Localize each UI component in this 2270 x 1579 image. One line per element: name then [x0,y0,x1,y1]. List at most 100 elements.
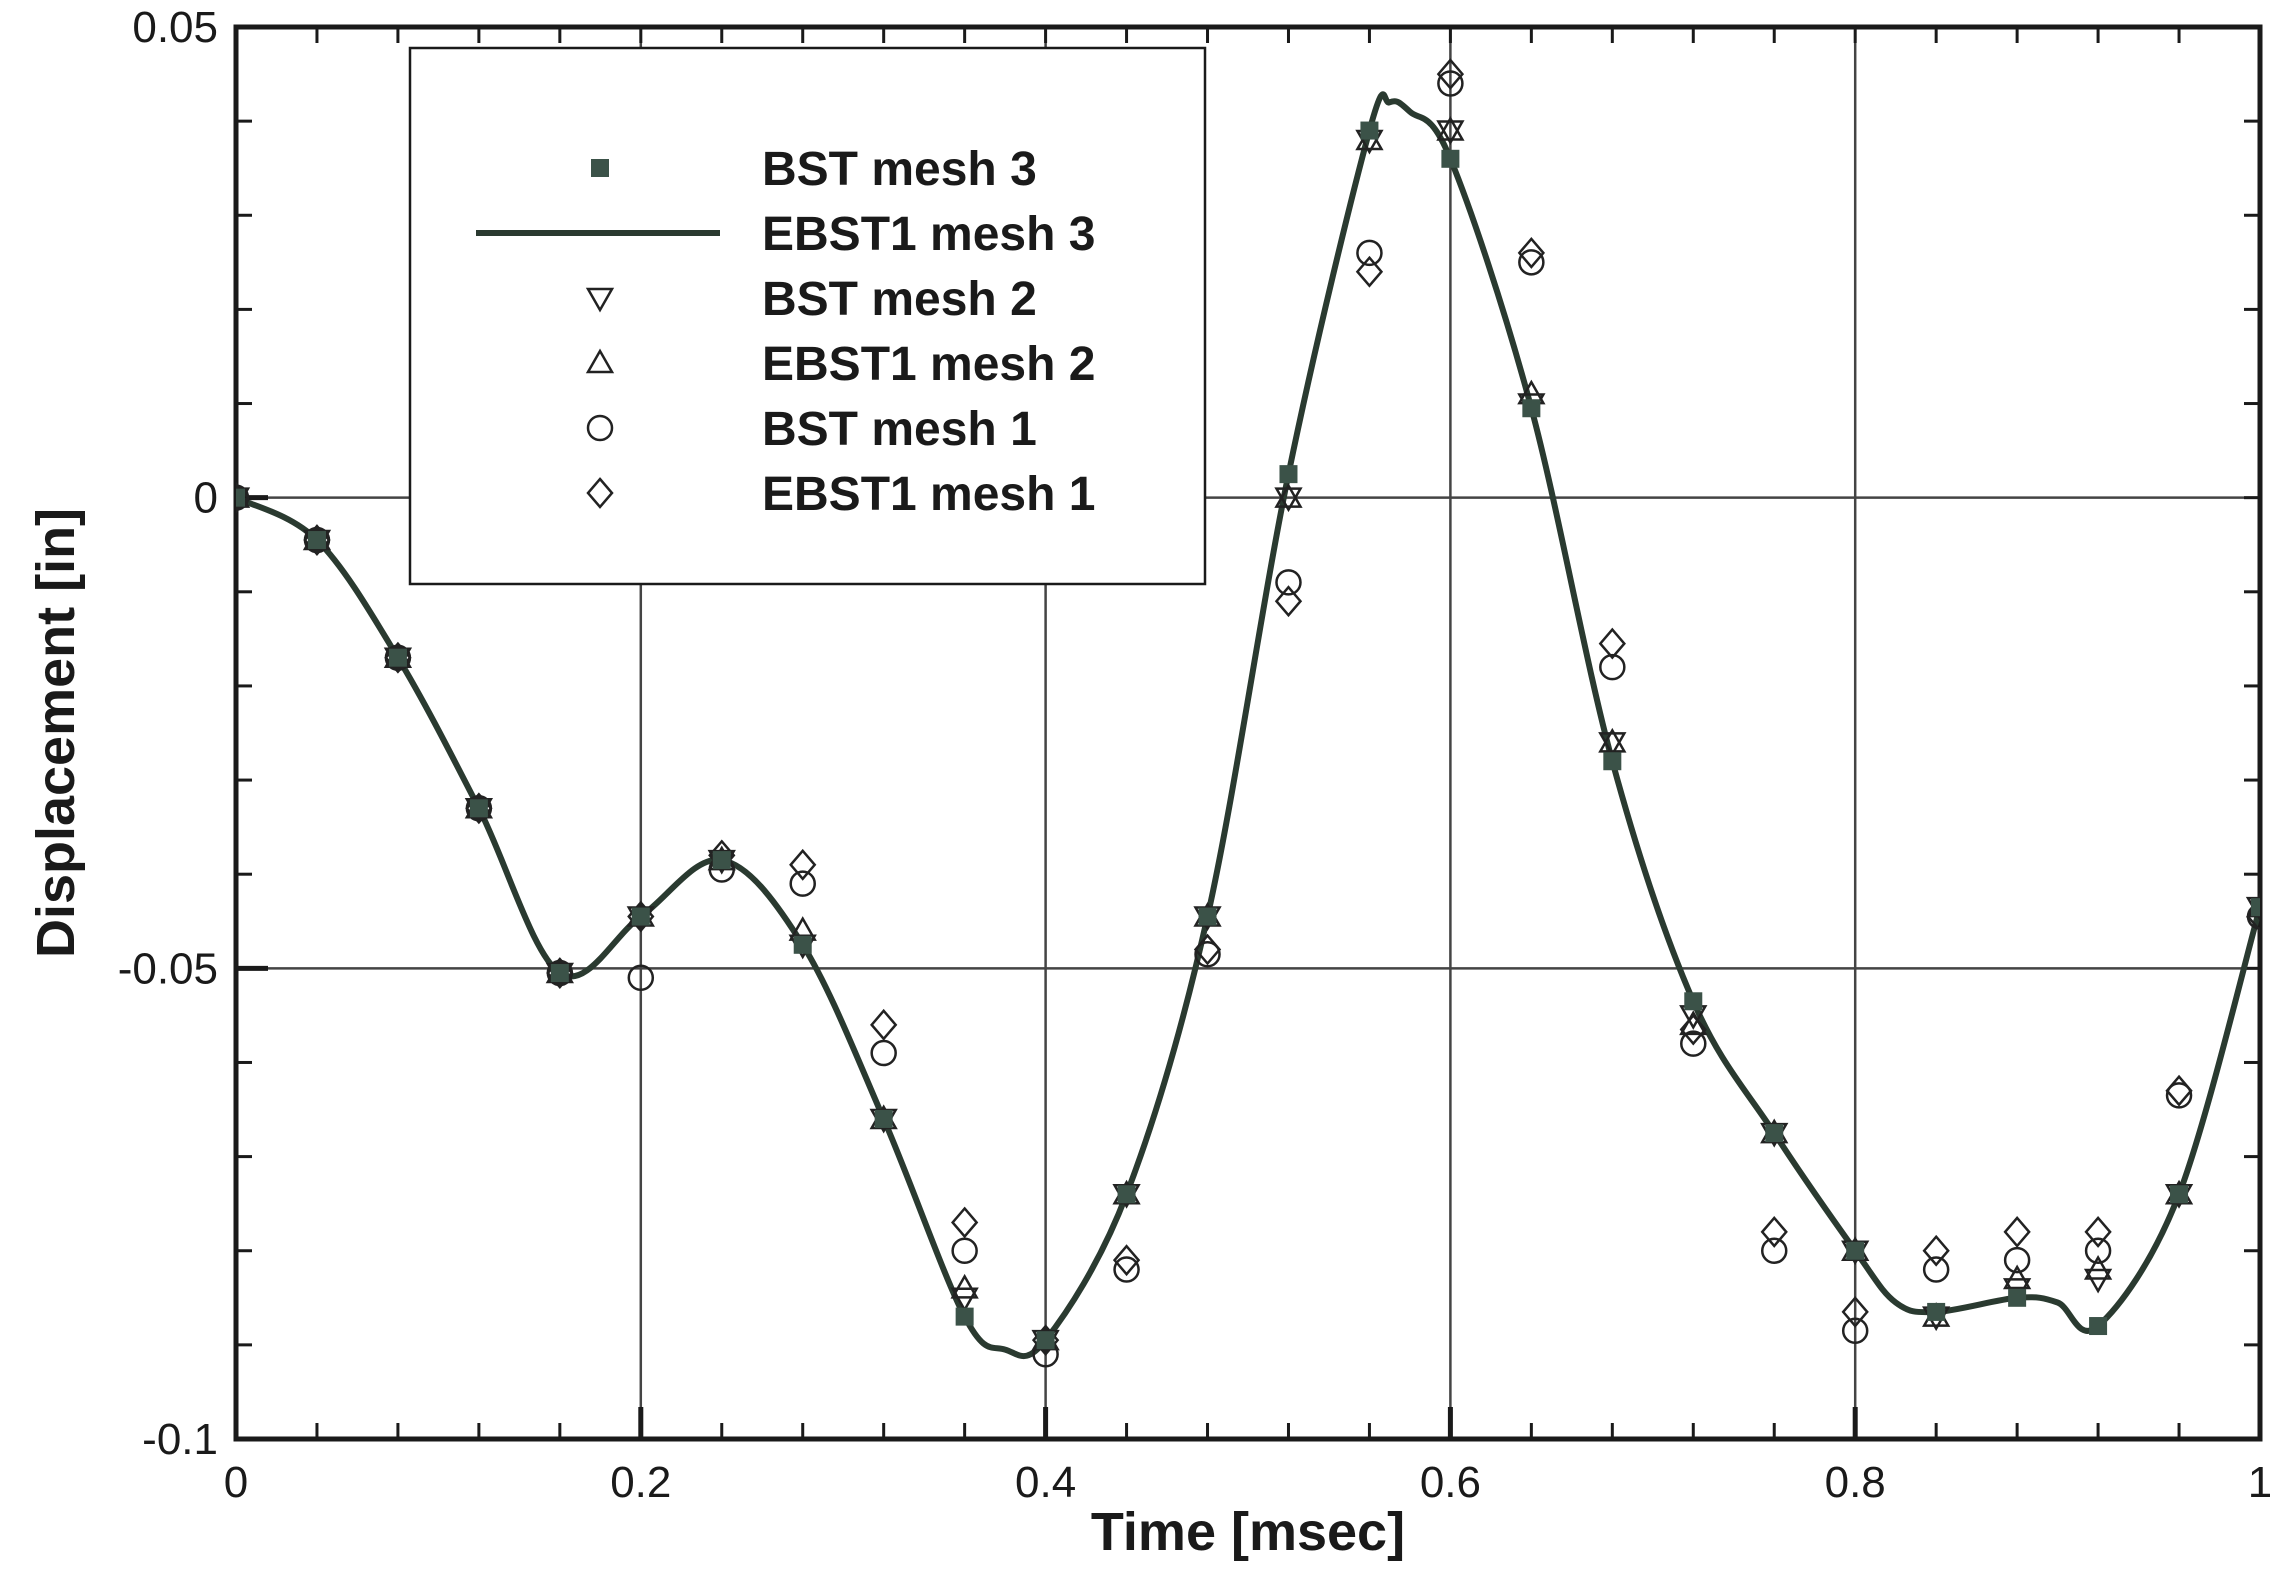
x-tick-labels: 0 0.2 0.4 0.6 0.8 1 [224,1458,2270,1507]
marker-ebst1-mesh-2 [1274,483,1303,508]
marker-ebst1-mesh-1 [1355,255,1384,288]
legend-marker-bst-mesh-2 [585,287,615,313]
marker-ebst1-mesh-1 [1760,1215,1788,1248]
marker-bst-mesh-1 [1841,1317,1869,1344]
marker-bst-mesh-3 [1846,1241,1865,1260]
data-markers [236,58,2260,1368]
marker-bst-mesh-3 [1036,1331,1055,1350]
y-tick-labels: -0.1 -0.05 0 0.05 [118,3,218,1464]
marker-ebst1-mesh-2 [2002,1264,2032,1290]
marker-ebst1-mesh-1 [2003,1215,2031,1248]
marker-ebst1-mesh-1 [1922,1234,1950,1267]
marker-bst-mesh-1 [870,1039,897,1067]
marker-ebst1-mesh-1 [870,1008,898,1041]
marker-bst-mesh-3 [955,1307,974,1326]
marker-bst-mesh-1 [1680,1030,1707,1057]
marker-bst-mesh-3 [2089,1317,2108,1336]
marker-ebst1-mesh-1 [1517,236,1546,269]
marker-ebst1-mesh-1 [1841,1295,1869,1328]
marker-bst-mesh-1 [1437,70,1464,97]
legend-label-bst-mesh-2: BST mesh 2 [762,273,1037,326]
marker-bst-mesh-1 [2003,1246,2031,1274]
marker-bst-mesh-3 [1198,907,1217,926]
legend-box [408,46,1207,586]
marker-bst-mesh-3 [1684,992,1703,1011]
marker-ebst1-mesh-2 [2083,1255,2113,1280]
marker-ebst1-mesh-1 [2084,1215,2112,1248]
legend-label-ebst1-mesh-2: EBST1 mesh 2 [762,338,1095,391]
marker-bst-mesh-1 [1922,1256,1950,1283]
legend-label-ebst1-mesh-3: EBST1 mesh 3 [762,208,1095,261]
marker-ebst1-mesh-2 [1679,1010,1708,1036]
y-tick-label: -0.05 [118,944,218,993]
marker-bst-mesh-3 [1927,1302,1946,1321]
marker-ebst1-mesh-1 [1274,585,1303,618]
marker-bst-mesh-3 [874,1109,893,1128]
y-tick-label: 0.05 [132,3,218,52]
marker-bst-mesh-3 [793,935,812,954]
marker-bst-mesh-1 [1113,1256,1140,1283]
marker-bst-mesh-1 [1194,940,1221,968]
legend-label-bst-mesh-3: BST mesh 3 [762,143,1037,196]
marker-bst-mesh-1 [2165,1082,2193,1109]
marker-ebst1-mesh-1 [1436,58,1465,90]
legend: BST mesh 3 EBST1 mesh 3 BST mesh 2 EBST1 me… [408,46,1207,586]
marker-bst-mesh-1 [1599,653,1626,681]
marker-bst-mesh-3 [1603,752,1622,771]
legend-marker-ebst1-mesh-2 [585,348,615,374]
marker-bst-mesh-3 [712,851,731,870]
marker-ebst1-mesh-2 [950,1273,979,1299]
marker-bst-mesh-3 [2251,898,2260,917]
y-axis-title: Displacement [in] [26,508,86,958]
marker-bst-mesh-1 [1760,1237,1788,1264]
legend-marker-bst-mesh-3 [591,159,609,177]
marker-bst-mesh-3 [2008,1288,2027,1307]
x-tick-label: 0.2 [610,1458,671,1507]
marker-ebst1-mesh-2 [1436,116,1465,141]
y-tick-label: -0.1 [142,1415,218,1464]
plot-frame [233,24,2263,1442]
x-tick-label: 0 [224,1458,248,1507]
marker-bst-mesh-3 [1522,399,1541,418]
marker-ebst1-mesh-1 [1112,1244,1141,1277]
x-axis-title: Time [msec] [1091,1502,1405,1562]
marker-bst-mesh-2 [1436,120,1465,146]
marker-bst-mesh-2 [950,1287,979,1313]
marker-bst-mesh-2 [1274,487,1303,513]
legend-label-bst-mesh-1: BST mesh 1 [762,403,1037,456]
marker-bst-mesh-1 [951,1237,978,1264]
marker-bst-mesh-2 [2083,1268,2113,1294]
marker-bst-mesh-1 [2084,1237,2112,1264]
marker-ebst1-mesh-1 [1193,933,1222,966]
marker-ebst1-mesh-2 [1598,727,1627,753]
marker-bst-mesh-3 [1765,1124,1784,1143]
x-tick-label: 0.4 [1015,1458,1076,1507]
legend-label-ebst1-mesh-1: EBST1 mesh 1 [762,468,1095,521]
legend-marker-bst-mesh-1 [586,414,614,442]
marker-bst-mesh-2 [1598,732,1627,757]
marker-bst-mesh-1 [1275,569,1302,596]
marker-bst-mesh-3 [1279,465,1298,484]
marker-ebst1-mesh-1 [950,1206,979,1239]
marker-bst-mesh-3 [388,648,407,667]
y-tick-label: 0 [194,474,218,523]
marker-bst-mesh-3 [1360,121,1379,140]
marker-bst-mesh-3 [1117,1185,1136,1204]
x-tick-label: 0.8 [1825,1458,1886,1507]
marker-ebst1-mesh-1 [789,848,817,881]
legend-marker-ebst1-mesh-1 [586,477,614,509]
x-tick-label: 1 [2248,1458,2270,1507]
marker-bst-mesh-1 [789,870,816,897]
marker-bst-mesh-1 [1356,239,1383,267]
marker-bst-mesh-3 [469,799,488,818]
marker-bst-mesh-3 [1441,149,1460,168]
marker-ebst1-mesh-1 [1598,627,1626,660]
marker-bst-mesh-3 [307,531,326,550]
x-tick-label: 0.6 [1420,1458,1481,1507]
marker-bst-mesh-1 [1518,249,1545,276]
marker-bst-mesh-3 [631,907,650,926]
marker-ebst1-mesh-1 [2165,1074,2193,1107]
marker-bst-mesh-3 [236,488,245,507]
marker-bst-mesh-3 [2170,1185,2189,1204]
